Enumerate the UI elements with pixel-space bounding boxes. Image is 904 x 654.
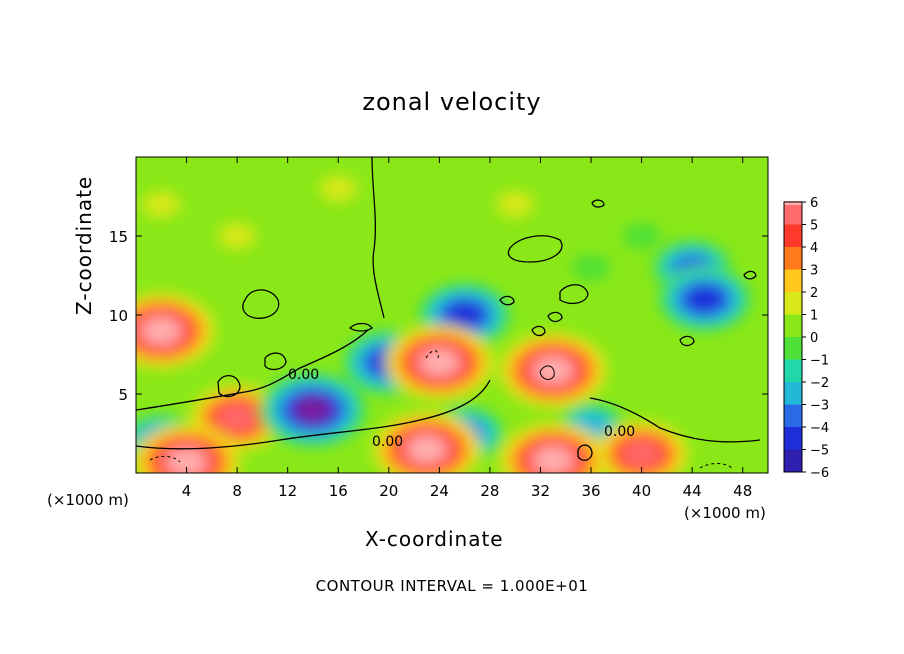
zero-contours [136,157,761,469]
heatmap-blob [414,441,439,458]
heatmap-blob [427,354,452,371]
y-axis-label: Z-coordinate [72,175,96,315]
colorbar-band [784,427,802,450]
x-unit-label-right: (×1000 m) [684,504,766,522]
heatmap-field [136,175,752,473]
colorbar-label: −6 [810,466,829,481]
colorbar-cap [784,201,802,205]
x-tick-label: 4 [182,482,192,500]
x-tick-label: 12 [278,482,297,500]
colorbar-label: 0 [810,331,818,346]
colorbar-band [784,292,802,315]
x-tick-label: 20 [379,482,398,500]
x-unit-label-left: (×1000 m) [47,491,129,509]
heatmap-blob [541,362,566,379]
colorbar-band [784,449,802,473]
colorbar-label: 2 [810,286,818,301]
x-tick-label: 44 [683,482,702,500]
heatmap-blob [218,404,257,431]
heatmap-blob [572,254,611,281]
x-tick-label: 24 [430,482,449,500]
colorbar-label: −4 [810,421,829,436]
colorbar-band [784,269,802,293]
colorbar-band [784,359,802,383]
heatmap-blob [496,191,535,218]
y-axis: 5 10 15 [109,228,768,404]
heatmap-blob [300,401,325,418]
heatmap-blob [149,322,174,339]
colorbar-label: −3 [810,399,829,414]
colorbar-label: 1 [810,309,818,324]
heatmap-blob [142,191,181,218]
heatmap-blob [218,223,257,249]
colorbar-band [784,202,802,225]
heatmap-blob [685,286,724,313]
x-axis-label: X-coordinate [365,527,504,551]
heatmap-blob [174,453,199,470]
x-tick-label: 48 [733,482,752,500]
heatmap-blob [622,223,661,249]
x-tick-label: 40 [632,482,651,500]
heatmap-blob [445,302,484,328]
y-tick-label: 10 [109,307,128,325]
colorbar-label: −2 [810,376,829,391]
x-tick-label: 32 [531,482,550,500]
x-tick-label: 28 [480,482,499,500]
contour-label: 0.00 [372,434,403,450]
colorbar-label: 3 [810,264,818,279]
x-axis: 4 8 12 16 20 24 28 32 36 40 44 48 [182,157,752,500]
y-tick-label: 5 [118,386,128,404]
heatmap-blob [541,452,566,469]
colorbar-label: 6 [810,196,818,211]
colorbar: 6 5 4 3 2 1 0 −1 −2 −3 −4 −5 −6 [783,196,829,481]
colorbar-label: 5 [810,219,818,234]
colorbar-band [784,224,802,248]
x-tick-label: 16 [329,482,348,500]
colorbar-band [784,382,802,405]
x-tick-label: 36 [581,482,600,500]
y-tick-label: 15 [109,228,128,246]
contour-interval-note: CONTOUR INTERVAL = 1.000E+01 [315,577,589,595]
x-tick-label: 8 [232,482,242,500]
contour-label: 0.00 [604,424,635,440]
heatmap-blob [319,175,358,202]
colorbar-band [784,337,802,360]
colorbar-band [784,404,802,428]
colorbar-label: 4 [810,241,818,256]
colorbar-label: −5 [810,444,829,459]
colorbar-label: −1 [810,354,829,369]
colorbar-band [784,247,802,270]
colorbar-band [784,314,802,338]
heatmap-blob [622,441,661,468]
contour-label: 0.00 [288,367,319,383]
chart-title: zonal velocity [362,88,542,116]
